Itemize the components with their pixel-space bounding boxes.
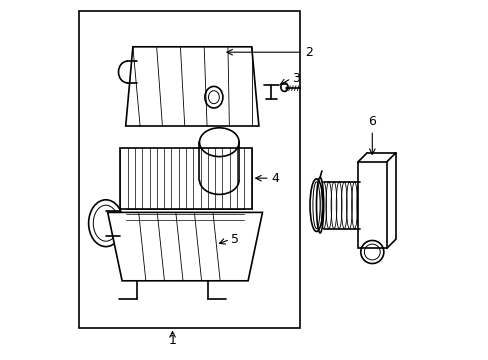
- Text: 2: 2: [305, 46, 312, 59]
- Polygon shape: [120, 148, 251, 209]
- Text: 1: 1: [168, 334, 176, 347]
- Text: 5: 5: [230, 233, 238, 246]
- Text: 6: 6: [367, 115, 375, 128]
- Polygon shape: [125, 47, 258, 126]
- Text: 4: 4: [271, 172, 279, 185]
- Text: 3: 3: [291, 72, 299, 85]
- Polygon shape: [107, 212, 262, 281]
- Polygon shape: [357, 162, 386, 248]
